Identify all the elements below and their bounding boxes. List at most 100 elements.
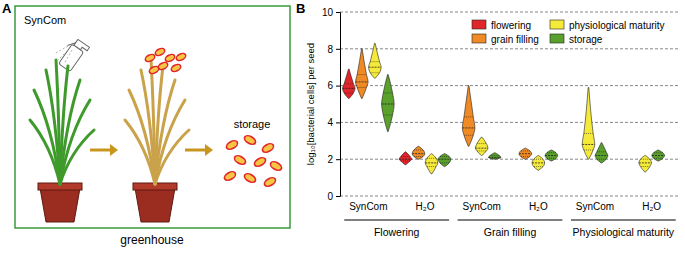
- violin-quartile: [521, 150, 530, 151]
- seed: [148, 65, 160, 75]
- violin-quartile: [521, 156, 530, 157]
- violin-quartile: [477, 143, 486, 144]
- violin-median: [425, 162, 438, 163]
- violin-quartile: [464, 135, 473, 136]
- violin: [438, 154, 451, 167]
- legend-item: physiological maturity: [550, 20, 665, 31]
- x-tick: H₂O: [529, 200, 548, 212]
- violin: [652, 150, 665, 161]
- violin-quartile: [370, 72, 379, 73]
- violin-quartile: [641, 166, 650, 167]
- seed: [243, 172, 257, 184]
- seed: [261, 142, 275, 154]
- seed: [269, 160, 283, 172]
- x-axis-line: [341, 200, 681, 201]
- violin-quartile: [427, 166, 436, 167]
- x-tick: H₂O: [642, 200, 661, 212]
- seed: [175, 52, 187, 62]
- panel-label: B: [296, 1, 305, 16]
- seed: [154, 47, 166, 57]
- y-tick-label: 6: [327, 80, 333, 91]
- x-tick-label: SynCom: [462, 201, 500, 212]
- violin: [412, 146, 425, 159]
- grid-line: [340, 48, 680, 49]
- pot: [135, 188, 175, 222]
- spray-label: SynCom: [24, 14, 66, 26]
- violin-quartile: [490, 155, 499, 156]
- violin-median: [545, 155, 558, 156]
- violin-quartile: [401, 156, 410, 157]
- violin: [475, 137, 488, 155]
- y-tick: 10: [322, 7, 340, 18]
- y-axis-line: [336, 13, 341, 197]
- violin-quartile: [370, 61, 379, 62]
- violin-median: [369, 67, 382, 68]
- violin: [595, 143, 608, 163]
- seed: [225, 139, 239, 151]
- violin-quartile: [384, 92, 393, 93]
- violin: [488, 153, 501, 159]
- panel-a: A SynCom storage greenhouse: [2, 1, 290, 247]
- group-bracket: [458, 220, 563, 221]
- grid: [340, 12, 680, 196]
- arrow-shaft: [185, 149, 207, 152]
- group-label: Physiological maturity: [573, 226, 675, 238]
- group-label: Grain filling: [484, 226, 537, 238]
- x-tick: SynCom: [462, 200, 500, 212]
- x-tick: SynCom: [576, 200, 614, 212]
- seed: [253, 156, 267, 168]
- y-tick: 0: [327, 191, 340, 202]
- legend-label: physiological maturity: [569, 20, 665, 31]
- violin-median: [438, 159, 451, 160]
- violin-quartile: [641, 159, 650, 160]
- y-axis: 0246810: [322, 7, 341, 202]
- seed: [223, 170, 237, 182]
- y-tick-mark: [336, 12, 340, 13]
- panel-label: A: [2, 1, 12, 16]
- group-bracket: [344, 220, 449, 221]
- legend-item: storage: [550, 34, 603, 45]
- violin-quartile: [414, 150, 423, 151]
- violin: [425, 154, 438, 174]
- end-label: storage: [234, 118, 271, 130]
- violin: [462, 86, 475, 147]
- y-tick-mark: [336, 86, 340, 87]
- violin-quartile: [547, 152, 556, 153]
- violin-median: [595, 155, 608, 156]
- violin-median: [582, 144, 595, 145]
- grid-line: [340, 196, 680, 197]
- violin-median: [475, 148, 488, 149]
- violins: [343, 43, 665, 174]
- violin-quartile: [490, 158, 499, 159]
- violin-quartile: [357, 74, 366, 75]
- x-axis: SynComH₂OSynComH₂OSynComH₂O: [341, 200, 681, 212]
- violin-quartile: [440, 162, 449, 163]
- group-bracket: [571, 220, 676, 221]
- plant-blade: [60, 130, 94, 184]
- x-tick-label: H₂O: [416, 201, 435, 212]
- violin-median: [382, 104, 395, 105]
- violin-median: [356, 81, 369, 82]
- violin-median: [412, 153, 425, 154]
- violin-quartile: [464, 116, 473, 117]
- seed: [243, 134, 257, 146]
- y-tick-label: 0: [327, 191, 333, 202]
- legend-label: flowering: [491, 20, 531, 31]
- violin-quartile: [440, 156, 449, 157]
- y-tick-mark: [336, 159, 340, 160]
- violin: [545, 150, 558, 161]
- setting-label: greenhouse: [120, 233, 184, 247]
- bottle-head: [74, 39, 89, 53]
- legend-label: grain filling: [491, 34, 539, 45]
- x-tick-label: H₂O: [642, 201, 661, 212]
- y-tick: 2: [327, 154, 340, 165]
- plant-blade: [155, 130, 189, 184]
- y-tick: 8: [327, 44, 340, 55]
- group-label: Flowering: [374, 226, 420, 238]
- violin: [369, 43, 382, 78]
- seed: [233, 154, 247, 166]
- y-tick-label: 2: [327, 154, 333, 165]
- x-tick: H₂O: [416, 200, 435, 212]
- legend-swatch: [472, 20, 486, 29]
- violin: [382, 75, 395, 132]
